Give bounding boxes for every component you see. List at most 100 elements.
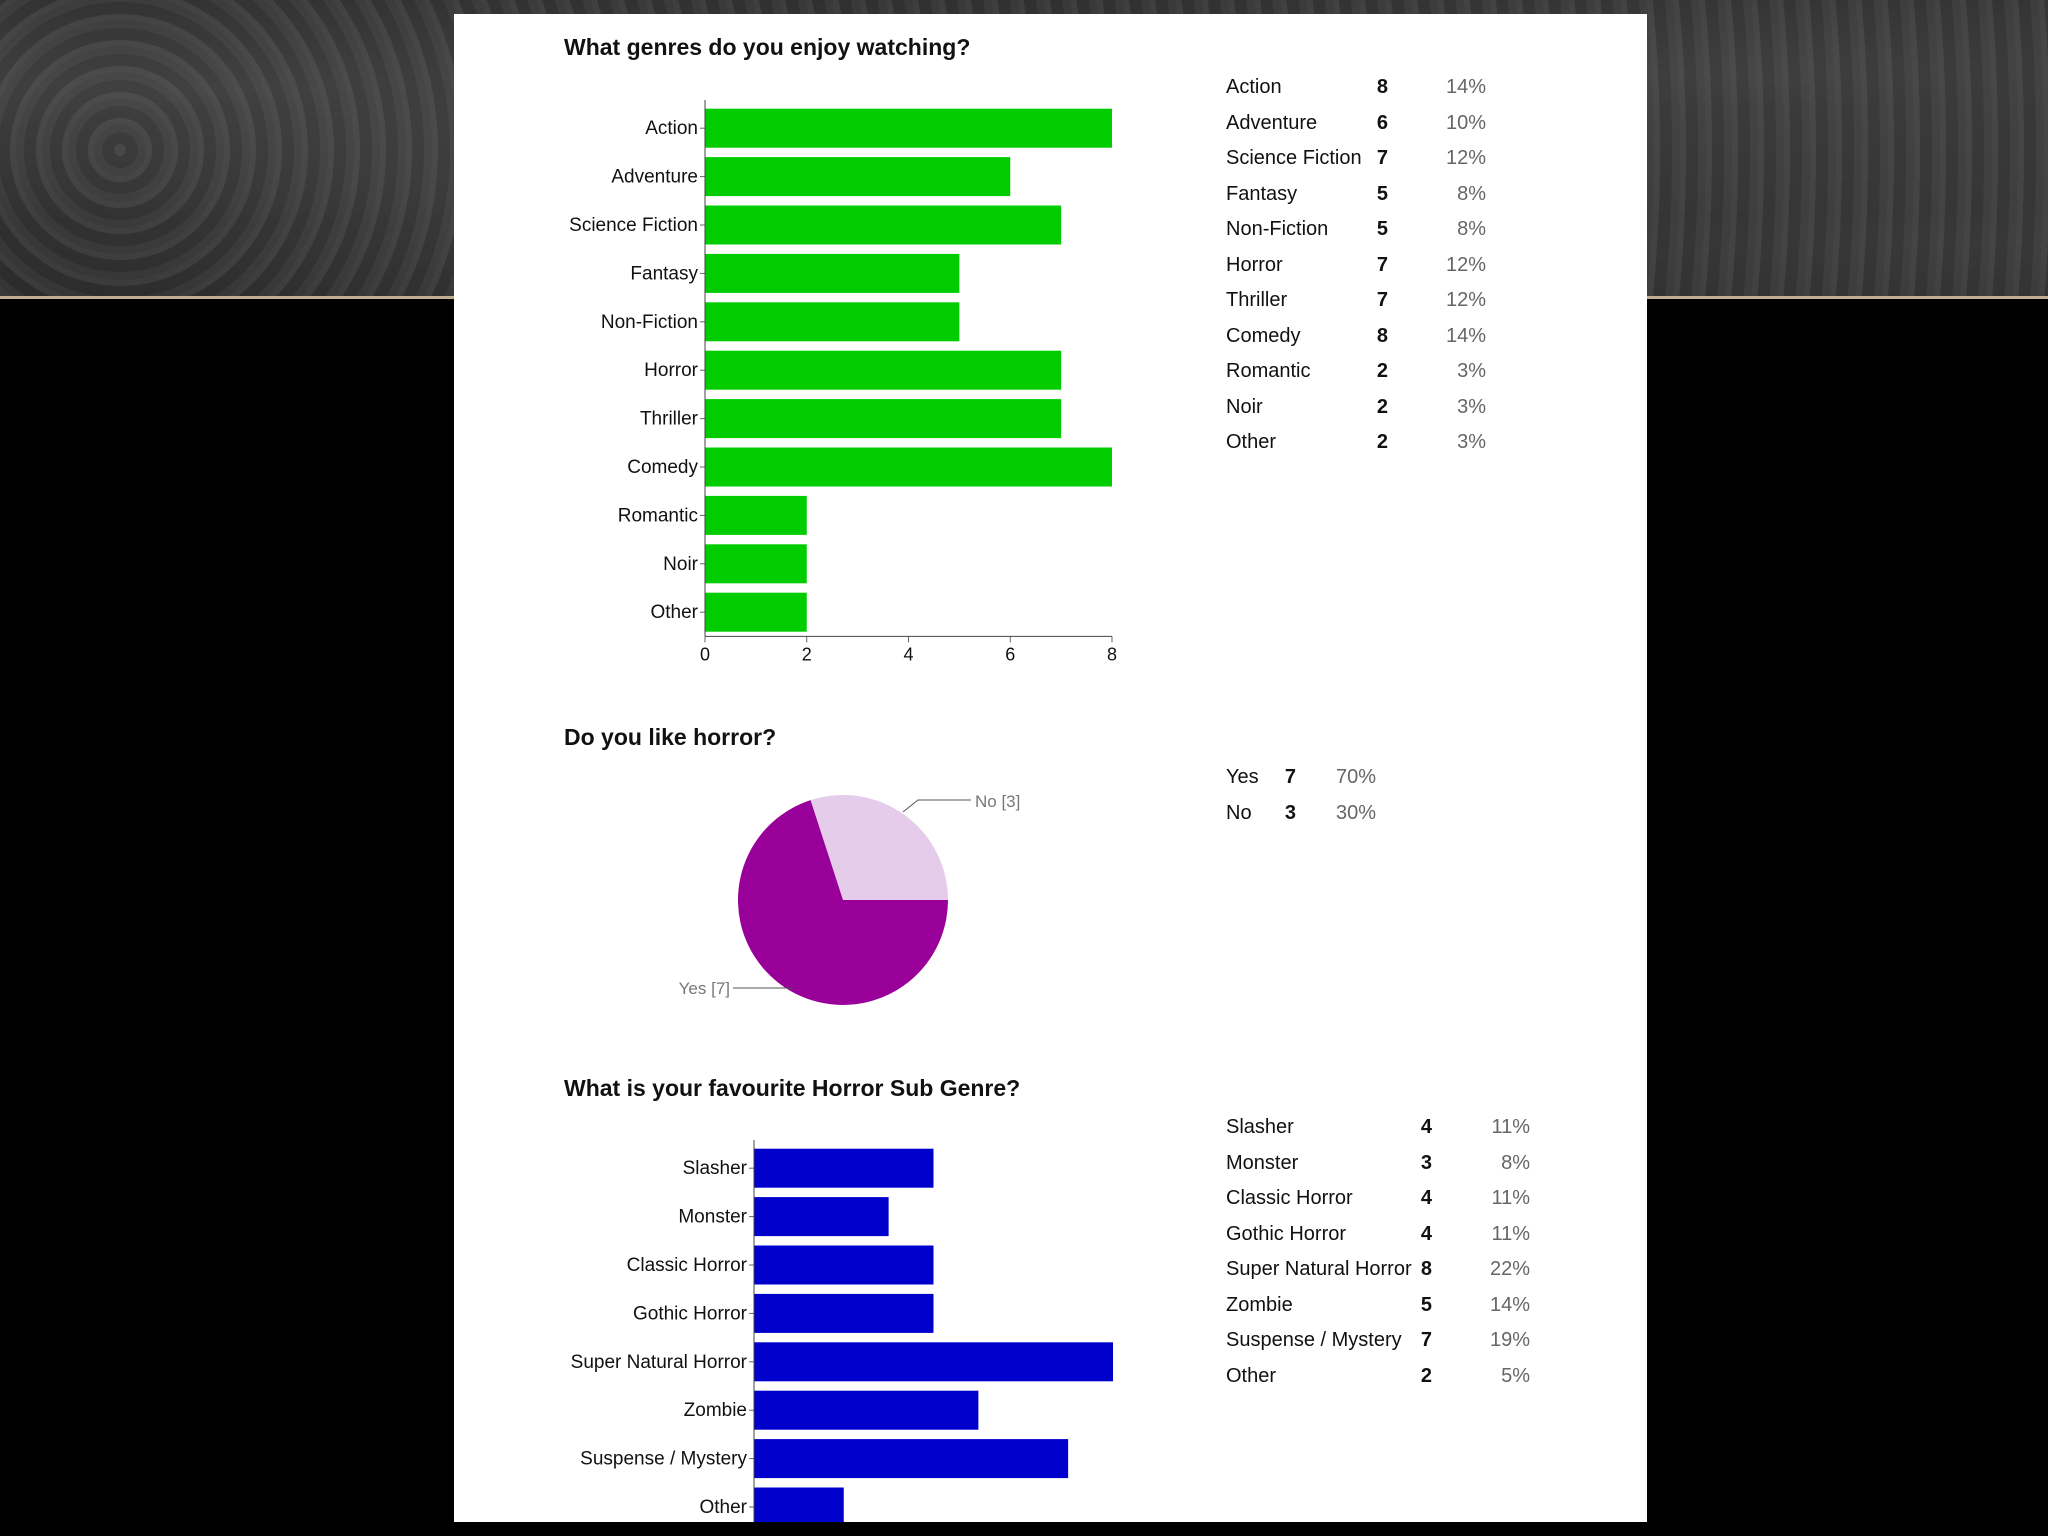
category-label-classic-horror: Classic Horror <box>627 1255 748 1276</box>
summary-count: 4 <box>1420 1187 1432 1209</box>
summary-count: 8 <box>1376 324 1388 347</box>
x-tick-label: 4 <box>903 644 913 664</box>
category-label-action: Action <box>645 118 698 139</box>
bar-super-natural-horror <box>754 1342 1113 1382</box>
bar-non-fiction <box>705 302 960 342</box>
bar-fantasy <box>705 253 960 293</box>
category-label-adventure: Adventure <box>611 167 698 188</box>
category-label-other: Other <box>650 602 698 623</box>
summary-percent: 10% <box>1445 111 1486 134</box>
leader-line-no <box>902 799 971 813</box>
bar-romantic <box>705 495 807 535</box>
summary-label: Other <box>1226 431 1277 453</box>
summary-percent: 8% <box>1457 218 1486 240</box>
category-label-fantasy: Fantasy <box>630 263 698 284</box>
bar-other <box>754 1487 844 1522</box>
category-label-super-natural-horror: Super Natural Horror <box>571 1352 748 1373</box>
pie-label-no: No [3] <box>975 792 1020 811</box>
summary-count: 5 <box>1376 218 1388 240</box>
summary-label: Super Natural Horror <box>1226 1258 1412 1280</box>
category-label-non-fiction: Non-Fiction <box>601 312 698 333</box>
summary-percent: 11% <box>1491 1187 1530 1209</box>
category-label-comedy: Comedy <box>627 457 698 478</box>
summary-label: Classic Horror <box>1226 1187 1353 1209</box>
summary-percent: 8% <box>1501 1151 1530 1174</box>
summary-count: 2 <box>1420 1364 1432 1387</box>
summary-percent: 8% <box>1457 182 1486 205</box>
horror-pie-chart: No [3] Yes [7] <box>679 792 1020 1005</box>
category-label-horror: Horror <box>644 360 699 381</box>
summary-label: Zombie <box>1226 1293 1293 1316</box>
summary-count: 2 <box>1376 431 1388 453</box>
summary-label: Other <box>1226 1364 1277 1387</box>
summary-percent: 3% <box>1457 360 1486 382</box>
category-label-zombie: Zombie <box>684 1400 747 1421</box>
summary-percent: 11% <box>1491 1116 1530 1138</box>
summary-label: Monster <box>1226 1151 1299 1174</box>
bar-suspense-mystery <box>754 1439 1069 1479</box>
summary-label: Romantic <box>1226 360 1311 382</box>
bar-gothic-horror <box>754 1293 934 1333</box>
summary-label: No <box>1226 801 1252 824</box>
bar-noir <box>705 544 807 584</box>
pie-label-yes: Yes [7] <box>679 979 730 998</box>
genres-question-title: What genres do you enjoy watching? <box>564 34 971 60</box>
x-tick-label: 6 <box>1005 644 1015 664</box>
summary-percent: 12% <box>1445 289 1486 311</box>
category-label-other: Other <box>699 1497 747 1518</box>
bar-comedy <box>705 447 1112 487</box>
summary-label: Horror <box>1226 253 1283 276</box>
summary-count: 8 <box>1420 1258 1432 1280</box>
pie-slice-yes <box>738 800 948 1005</box>
summary-label: Comedy <box>1226 324 1301 347</box>
summary-count: 7 <box>1284 766 1296 788</box>
summary-percent: 30% <box>1335 801 1376 824</box>
summary-count: 7 <box>1420 1329 1432 1351</box>
summary-percent: 12% <box>1445 253 1486 276</box>
bar-other <box>705 592 807 632</box>
summary-percent: 14% <box>1445 76 1486 98</box>
category-label-monster: Monster <box>678 1207 747 1228</box>
x-tick-label: 2 <box>802 644 812 664</box>
summary-count: 4 <box>1420 1222 1432 1245</box>
summary-label: Thriller <box>1226 289 1288 311</box>
category-label-science-fiction: Science Fiction <box>569 215 698 236</box>
summary-label: Fantasy <box>1226 182 1298 205</box>
bar-slasher <box>754 1148 934 1188</box>
summary-percent: 12% <box>1445 147 1486 169</box>
bar-zombie <box>754 1390 979 1430</box>
summary-label: Gothic Horror <box>1226 1222 1347 1245</box>
category-label-thriller: Thriller <box>640 409 699 430</box>
summary-count: 5 <box>1420 1293 1432 1316</box>
summary-label: Science Fiction <box>1226 147 1362 169</box>
summary-percent: 14% <box>1445 324 1486 347</box>
summary-count: 7 <box>1376 253 1388 276</box>
bar-adventure <box>705 157 1011 197</box>
summary-label: Slasher <box>1226 1116 1294 1138</box>
bar-monster <box>754 1197 889 1237</box>
summary-percent: 3% <box>1457 431 1486 453</box>
summary-percent: 5% <box>1501 1364 1530 1387</box>
summary-percent: 14% <box>1489 1293 1530 1316</box>
summary-count: 4 <box>1420 1116 1432 1138</box>
summary-count: 7 <box>1376 289 1388 311</box>
category-label-romantic: Romantic <box>618 505 698 526</box>
summary-percent: 70% <box>1335 766 1376 788</box>
survey-results-sheet: What genres do you enjoy watching? Actio… <box>454 14 1647 1522</box>
summary-count: 3 <box>1284 801 1296 824</box>
summary-percent: 19% <box>1489 1329 1530 1351</box>
summary-count: 7 <box>1376 147 1388 169</box>
summary-label: Yes <box>1226 766 1259 788</box>
summary-label: Adventure <box>1226 111 1318 134</box>
category-label-gothic-horror: Gothic Horror <box>633 1303 748 1324</box>
pie-slice-no <box>810 795 948 900</box>
summary-label: Suspense / Mystery <box>1226 1329 1402 1351</box>
summary-label: Noir <box>1226 395 1263 418</box>
category-label-suspense-mystery: Suspense / Mystery <box>580 1449 747 1470</box>
summary-label: Action <box>1226 76 1282 98</box>
summary-count: 2 <box>1376 360 1388 382</box>
summary-percent: 3% <box>1457 395 1486 418</box>
summary-percent: 11% <box>1491 1222 1530 1245</box>
x-tick-label: 0 <box>700 644 710 664</box>
category-label-noir: Noir <box>663 554 699 575</box>
